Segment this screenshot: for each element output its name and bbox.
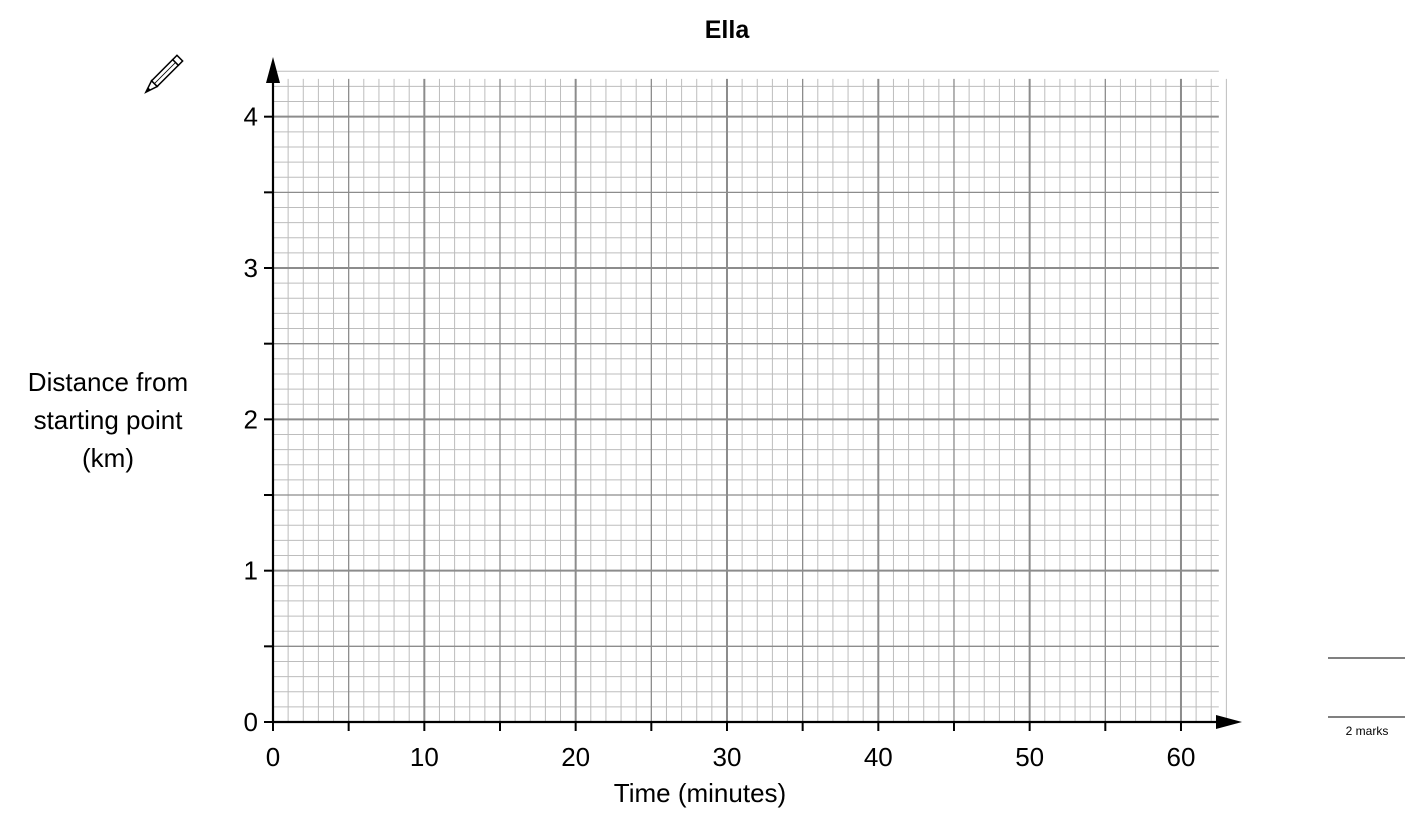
x-tick-label: 40 <box>864 742 893 772</box>
x-axis-label: Time (minutes) <box>614 778 786 808</box>
y-axis-arrow <box>266 57 280 83</box>
grid-major-lines <box>273 78 1219 722</box>
pencil-icon <box>144 54 184 94</box>
x-ticks: 0 10 20 30 40 50 60 <box>266 722 1196 772</box>
y-tick-label: 4 <box>244 102 258 132</box>
marks-box: 2 marks <box>1328 657 1405 738</box>
grid-minor-lines <box>273 70 1227 722</box>
y-axis-label-line-2: starting point <box>34 405 184 435</box>
grid-half-lines <box>273 78 1219 722</box>
y-axis-label-line-3: (km) <box>82 443 134 473</box>
x-axis-arrow <box>1216 715 1242 729</box>
x-tick-label: 60 <box>1167 742 1196 772</box>
y-tick-label: 3 <box>244 253 258 283</box>
y-tick-label: 1 <box>244 556 258 586</box>
x-tick-label: 20 <box>561 742 590 772</box>
axes <box>266 57 1242 729</box>
y-ticks: 0 1 2 3 4 <box>244 102 273 737</box>
x-tick-label: 50 <box>1015 742 1044 772</box>
x-tick-label: 10 <box>410 742 439 772</box>
x-tick-label: 0 <box>266 742 280 772</box>
y-tick-label: 0 <box>244 707 258 737</box>
x-tick-label: 30 <box>713 742 742 772</box>
chart-title: Ella <box>705 16 751 44</box>
marks-label: 2 marks <box>1346 724 1389 738</box>
y-tick-label: 2 <box>244 404 258 434</box>
y-axis-label-line-1: Distance from <box>28 367 188 397</box>
